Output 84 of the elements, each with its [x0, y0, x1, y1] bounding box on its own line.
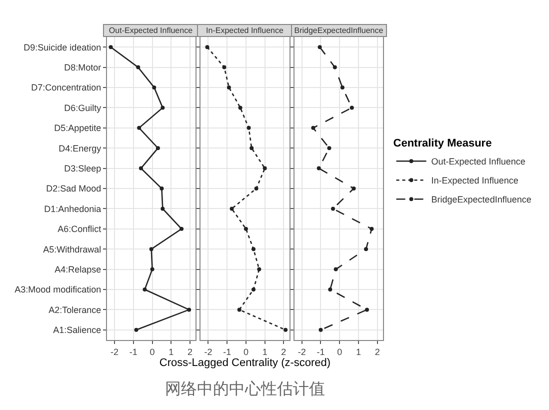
point [205, 45, 210, 50]
point [149, 247, 154, 252]
y-tick-label: D1:Anhedonia [44, 204, 102, 214]
point [187, 308, 192, 312]
y-tick-label: D4:Energy [58, 143, 102, 154]
legend-label: In-Expected Influence [431, 176, 518, 186]
chart-title: BridgeExpectedInfluence [294, 26, 384, 35]
x-tick-label: -1 [223, 346, 232, 357]
x-tick-label: 0 [337, 346, 342, 357]
point [136, 65, 140, 70]
x-tick-label: -2 [204, 346, 212, 357]
text: BridgeExpectedInfluence [431, 194, 532, 205]
point [108, 45, 113, 50]
x-tick-label: 1 [356, 346, 361, 357]
point [138, 166, 143, 170]
x-tick-label: -1 [316, 346, 325, 357]
x-tick-label: 1 [262, 346, 268, 357]
point [316, 166, 321, 170]
point [330, 206, 335, 211]
point [257, 267, 262, 272]
point [226, 86, 231, 90]
x-tick-label: 2 [281, 346, 286, 357]
x-tick-label: -2 [298, 346, 306, 357]
y-tick-label: A1:Salience [53, 325, 102, 336]
point [237, 308, 242, 312]
x-tick-label: -2 [110, 346, 119, 357]
point [152, 86, 156, 90]
point [334, 267, 338, 272]
point [156, 146, 160, 150]
point [352, 186, 356, 190]
point [252, 288, 256, 292]
y-tick-label: D6:Guilty [64, 102, 102, 113]
point [238, 106, 242, 110]
y-tick-label: D2:Sad Mood [46, 184, 102, 194]
point [284, 328, 288, 332]
x-tick-label: 0 [150, 346, 155, 357]
point [327, 146, 332, 150]
point [262, 166, 267, 170]
point [222, 65, 226, 70]
y-tick-label: D3:Sleep [64, 163, 102, 174]
x-tick-label: -1 [129, 346, 138, 357]
point [318, 45, 322, 50]
x-tick-label: 0 [243, 346, 248, 357]
y-tick-label: D7:Concentration [31, 82, 102, 93]
point [350, 106, 354, 110]
y-tick-label: A6:Conflict [58, 224, 102, 234]
x-tick-label: 1 [168, 346, 174, 357]
y-tick-label: A3:Mood modification [14, 284, 102, 295]
legend-label: Out-Expected Influence [431, 156, 526, 167]
point [246, 126, 251, 130]
legend-title: Centrality Measure [393, 138, 492, 150]
point [160, 186, 164, 190]
y-tick-label: A2:Tolerance [48, 304, 102, 315]
point [328, 288, 332, 292]
chart-title: In-Expected Influence [206, 26, 284, 35]
point [230, 206, 234, 211]
x-tick-label: 2 [188, 346, 193, 357]
point [150, 267, 154, 272]
y-tick-label: A5:Withdrawal [43, 244, 102, 254]
point [134, 328, 138, 332]
point [254, 186, 258, 190]
point [311, 126, 316, 130]
point [364, 247, 368, 252]
y-tick-label: D8:Motor [64, 62, 102, 72]
point [252, 247, 256, 252]
point [250, 146, 254, 150]
point [318, 328, 323, 332]
y-tick-label: A4:Relapse [54, 264, 102, 274]
point [244, 226, 248, 231]
x-axis-title: Cross-Lagged Centrality (z-scored) [159, 357, 331, 369]
point [180, 226, 184, 231]
point [332, 65, 337, 70]
point [160, 106, 165, 110]
chart-title: Out-Expected Influence [108, 26, 194, 35]
point [364, 308, 369, 312]
x-tick-label: 2 [374, 346, 380, 357]
point [370, 226, 374, 231]
y-tick-label: D9:Suicide ideation [24, 42, 102, 52]
point [160, 206, 165, 211]
point [142, 288, 147, 292]
y-tick-label: D5:Appetite [54, 123, 102, 134]
text: 网络中的中心性估计值 [165, 380, 325, 398]
point [137, 126, 142, 130]
point [340, 86, 344, 90]
